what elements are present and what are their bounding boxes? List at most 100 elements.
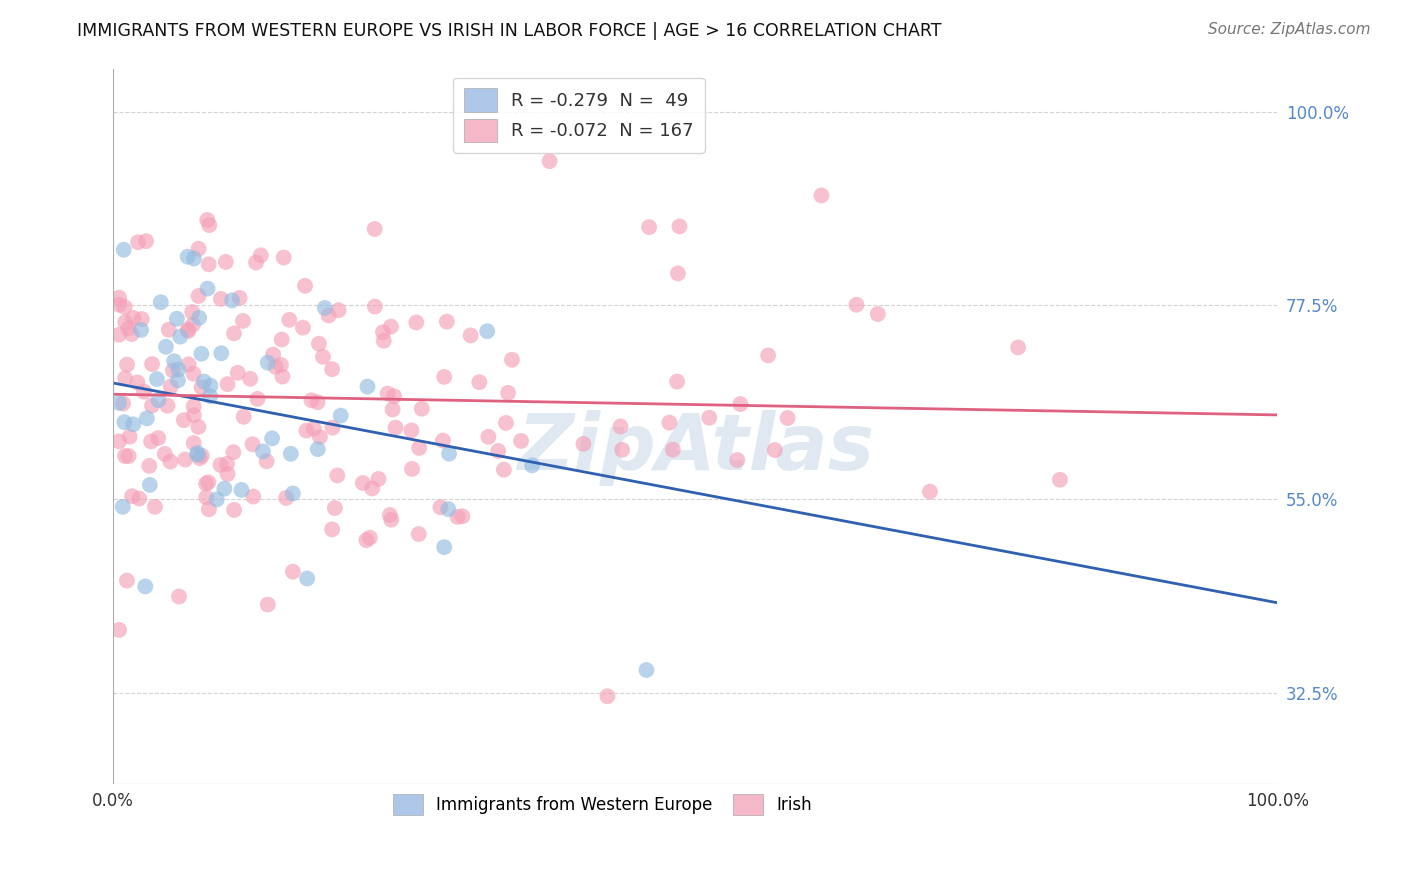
Point: [183, 408, 205, 422]
Point: [486, 444, 509, 458]
Point: [153, 447, 176, 461]
Point: [141, 357, 163, 371]
Point: [114, 371, 136, 385]
Point: [167, 373, 190, 387]
Point: [371, 325, 394, 339]
Point: [239, 372, 262, 386]
Point: [356, 533, 378, 548]
Point: [326, 468, 349, 483]
Point: [280, 447, 302, 461]
Point: [174, 452, 197, 467]
Point: [118, 430, 141, 444]
Point: [149, 295, 172, 310]
Point: [250, 248, 273, 262]
Point: [186, 448, 208, 462]
Point: [215, 457, 238, 471]
Point: [209, 458, 232, 472]
Point: [173, 413, 195, 427]
Point: [131, 312, 153, 326]
Point: [128, 491, 150, 506]
Legend: Immigrants from Western Europe, Irish: Immigrants from Western Europe, Irish: [382, 784, 821, 825]
Point: [658, 416, 681, 430]
Point: [252, 444, 274, 458]
Point: [433, 370, 456, 384]
Point: [356, 379, 378, 393]
Point: [187, 420, 209, 434]
Point: [437, 502, 460, 516]
Point: [401, 462, 423, 476]
Point: [382, 389, 405, 403]
Point: [278, 313, 301, 327]
Point: [314, 301, 336, 315]
Point: [156, 399, 179, 413]
Point: [115, 574, 138, 588]
Point: [197, 257, 219, 271]
Point: [321, 362, 343, 376]
Point: [209, 346, 232, 360]
Point: [139, 478, 162, 492]
Point: [384, 420, 406, 434]
Point: [668, 219, 690, 234]
Point: [262, 431, 284, 445]
Point: [538, 154, 561, 169]
Point: [401, 424, 423, 438]
Point: [117, 321, 139, 335]
Point: [377, 386, 399, 401]
Point: [112, 415, 135, 429]
Point: [121, 489, 143, 503]
Point: [163, 354, 186, 368]
Point: [112, 396, 135, 410]
Point: [281, 486, 304, 500]
Point: [725, 453, 748, 467]
Point: [198, 389, 221, 403]
Point: [636, 663, 658, 677]
Point: [169, 329, 191, 343]
Text: Source: ZipAtlas.com: Source: ZipAtlas.com: [1208, 22, 1371, 37]
Point: [312, 350, 335, 364]
Point: [122, 310, 145, 325]
Point: [121, 326, 143, 341]
Point: [157, 323, 180, 337]
Point: [264, 359, 287, 374]
Point: [276, 491, 298, 505]
Point: [291, 320, 314, 334]
Point: [217, 467, 239, 481]
Point: [367, 472, 389, 486]
Point: [224, 503, 246, 517]
Point: [162, 363, 184, 377]
Point: [380, 513, 402, 527]
Point: [380, 319, 402, 334]
Point: [460, 328, 482, 343]
Point: [496, 385, 519, 400]
Text: IMMIGRANTS FROM WESTERN EUROPE VS IRISH IN LABOR FORCE | AGE > 16 CORRELATION CH: IMMIGRANTS FROM WESTERN EUROPE VS IRISH …: [77, 22, 942, 40]
Point: [108, 291, 131, 305]
Point: [477, 430, 499, 444]
Point: [167, 590, 190, 604]
Point: [763, 443, 786, 458]
Point: [273, 251, 295, 265]
Point: [195, 476, 218, 491]
Point: [256, 598, 278, 612]
Point: [429, 500, 451, 515]
Point: [501, 352, 523, 367]
Point: [187, 289, 209, 303]
Point: [195, 490, 218, 504]
Point: [148, 431, 170, 445]
Point: [510, 434, 533, 448]
Point: [198, 502, 221, 516]
Point: [215, 255, 238, 269]
Point: [329, 409, 352, 423]
Point: [209, 292, 232, 306]
Point: [188, 451, 211, 466]
Point: [301, 393, 323, 408]
Point: [271, 369, 294, 384]
Point: [446, 510, 468, 524]
Point: [108, 298, 131, 312]
Point: [294, 278, 316, 293]
Point: [730, 397, 752, 411]
Point: [408, 527, 430, 541]
Point: [108, 623, 131, 637]
Point: [188, 310, 211, 325]
Point: [477, 324, 499, 338]
Point: [776, 411, 799, 425]
